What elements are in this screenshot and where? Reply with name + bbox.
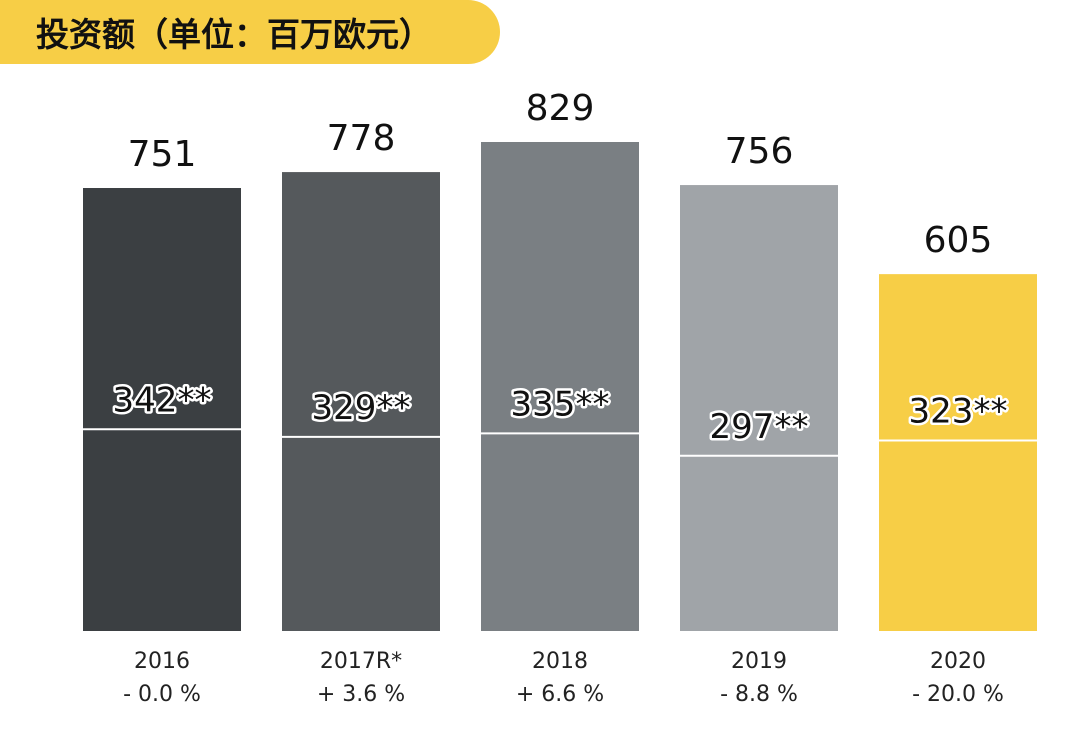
bar-2020 (879, 274, 1037, 631)
change-label-2017R*: + 3.6 % (317, 682, 405, 707)
change-label-2020: - 20.0 % (912, 682, 1004, 707)
value-label-2018: 829 (526, 88, 595, 129)
inner-value-label-2020: 323** (909, 391, 1008, 431)
change-label-2016: - 0.0 % (123, 682, 201, 707)
bar-2016 (83, 188, 241, 631)
value-label-2020: 605 (924, 220, 993, 261)
inner-value-label-2018: 335** (511, 384, 610, 424)
category-label-2017R*: 2017R* (320, 649, 402, 674)
inner-value-label-2017R*: 329** (312, 388, 411, 428)
bar-2018 (481, 142, 639, 631)
category-label-2019: 2019 (731, 649, 787, 674)
value-label-2016: 751 (128, 134, 197, 175)
inner-value-label-2016: 342** (113, 380, 212, 420)
inner-value-label-2019: 297** (710, 407, 809, 447)
value-label-2019: 756 (725, 131, 794, 172)
chart-title: 投资额（单位：百万欧元） (36, 15, 432, 54)
change-label-2018: + 6.6 % (516, 682, 604, 707)
category-label-2020: 2020 (930, 649, 986, 674)
category-label-2016: 2016 (134, 649, 190, 674)
bar-2017R* (282, 172, 440, 631)
value-label-2017R*: 778 (327, 118, 396, 159)
category-label-2018: 2018 (532, 649, 588, 674)
change-label-2019: - 8.8 % (720, 682, 798, 707)
bar-2019 (680, 185, 838, 632)
chart-title-badge: 投资额（单位：百万欧元） (0, 0, 500, 64)
